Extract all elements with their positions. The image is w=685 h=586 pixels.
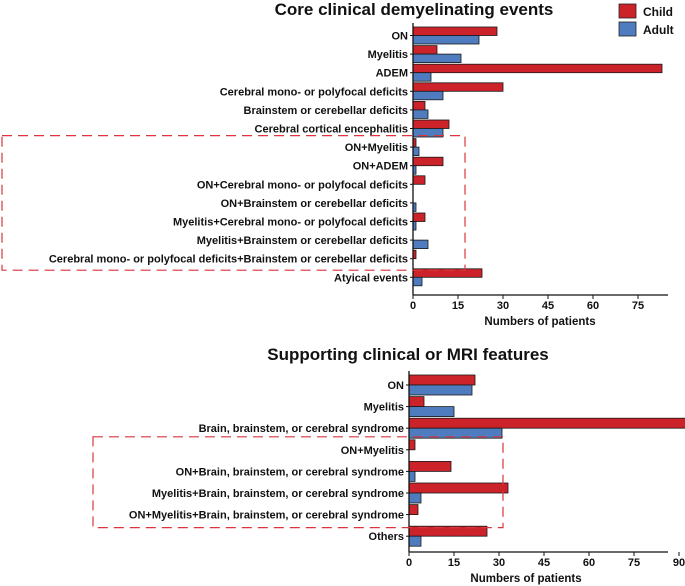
x-tick-label: 45 <box>538 557 550 569</box>
category-label: ON+ADEM <box>353 161 408 173</box>
highlight-box <box>92 436 504 529</box>
bar-adult <box>408 535 422 547</box>
core-events-chart: Core clinical demyelinating events ON Mye… <box>1 0 668 328</box>
bar-child <box>412 175 426 185</box>
category-label: Myelitis <box>368 49 408 61</box>
category-label: ON <box>392 31 409 43</box>
bar-child <box>412 101 426 111</box>
bar-adult <box>412 53 462 63</box>
bar-child <box>412 119 450 129</box>
category-label: Brain, brainstem, or cerebral syndrome <box>199 423 404 435</box>
bar-child <box>408 417 685 429</box>
bar-adult <box>408 470 416 482</box>
chart-title: Supporting clinical or MRI features <box>267 345 548 364</box>
bar-adult <box>412 72 432 82</box>
x-tick-label: 75 <box>632 300 644 312</box>
bar-adult <box>408 384 473 396</box>
x-tick-label: 75 <box>628 557 640 569</box>
bar-adult <box>408 492 422 504</box>
x-tick-label: 0 <box>406 557 412 569</box>
category-label: Brainstem or cerebellar deficits <box>244 105 408 117</box>
legend-label-child: Child <box>643 5 673 19</box>
category-label: Myelitis+Cerebral mono- or polyfocal def… <box>173 217 408 229</box>
x-axis-label: Numbers of patients <box>484 316 595 328</box>
x-tick-label: 15 <box>448 557 460 569</box>
x-tick-label: 45 <box>542 300 554 312</box>
bar-adult <box>412 146 420 157</box>
legend-swatch-child <box>618 3 637 19</box>
category-label: Cerebral mono- or polyfocal deficits+Bra… <box>49 254 408 266</box>
legend-label-adult: Adult <box>643 23 674 37</box>
bar-child <box>408 439 416 451</box>
x-tick-label: 60 <box>587 300 599 312</box>
highlight-box <box>1 135 466 271</box>
bar-adult <box>412 90 444 101</box>
category-label: ADEM <box>376 68 408 80</box>
category-label: Cerebral mono- or polyfocal deficits <box>220 86 408 98</box>
bar-adult <box>412 239 429 250</box>
x-tick-label: 30 <box>493 557 505 569</box>
category-label: ON+Myelitis <box>345 142 408 154</box>
category-label: ON+Cerebral mono- or polyfocal deficits <box>197 179 408 191</box>
x-tick-label: 90 <box>673 557 685 569</box>
bar-child <box>412 82 504 92</box>
legend: Child Adult <box>618 3 674 37</box>
bar-child <box>408 482 509 494</box>
x-tick-label: 0 <box>410 300 416 312</box>
category-label: ON+Brainstem or cerebellar deficits <box>221 198 408 210</box>
legend-swatch-adult <box>618 21 637 37</box>
category-label: Cerebral cortical encephalitis <box>255 124 408 136</box>
category-label: ON+Myelitis <box>341 445 404 457</box>
bar-child <box>412 212 426 222</box>
bar-adult <box>412 276 423 287</box>
x-tick-label: 15 <box>452 300 464 312</box>
bar-child <box>408 396 425 408</box>
bar-child <box>408 460 452 472</box>
x-axis-label: Numbers of patients <box>470 573 581 585</box>
category-label: Myelitis+Brainstem or cerebellar deficit… <box>197 235 408 247</box>
category-label: Myelitis <box>364 402 404 414</box>
supporting-features-chart: Supporting clinical or MRI features ON My… <box>92 345 685 585</box>
bar-adult <box>412 109 429 119</box>
category-label: Myelitis+Brain, brainstem, or cerebral s… <box>152 488 404 500</box>
chart-title: Core clinical demyelinating events <box>275 0 554 19</box>
category-label: ON <box>388 380 405 392</box>
bar-child <box>412 156 444 167</box>
bar-child <box>408 504 419 516</box>
bar-child <box>408 374 476 386</box>
category-label: ON+Myelitis+Brain, brainstem, or cerebra… <box>129 510 404 522</box>
x-tick-label: 30 <box>497 300 509 312</box>
bar-child <box>412 26 498 36</box>
bar-adult <box>412 35 480 45</box>
bar-child <box>412 45 438 55</box>
category-label: Others <box>369 531 404 543</box>
bar-adult <box>408 406 455 418</box>
bar-child <box>412 63 663 74</box>
x-tick-label: 60 <box>583 557 595 569</box>
category-label: ON+Brain, brainstem, or cerebral syndrom… <box>176 466 404 478</box>
category-label: Atyical events <box>334 272 408 284</box>
